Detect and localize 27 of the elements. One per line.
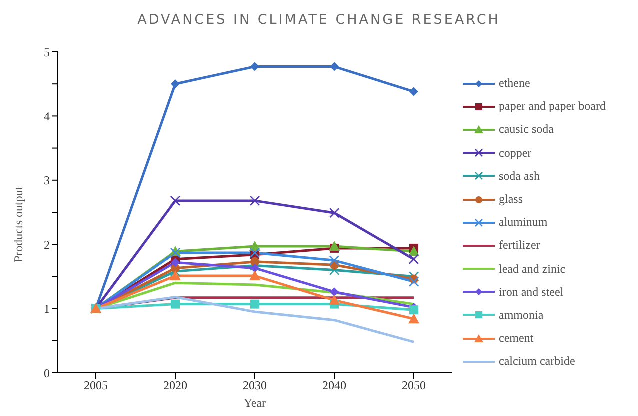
y-axis-title: Products output [11,186,26,262]
legend-label: causic soda [499,122,554,138]
legend-label: iron and steel [499,284,564,300]
legend-label: soda ash [499,168,540,184]
y-tick-label: 0 [44,366,50,380]
legend-label: copper [499,146,532,161]
legend-label: aluminum [499,215,548,230]
legend-label: lead and zinic [499,262,566,277]
y-tick-label: 4 [44,109,50,124]
legend-label: fertilizer [499,238,540,254]
x-tick-label: 2050 [402,378,426,393]
y-tick-label: 5 [44,45,50,60]
y-tick-label: 2 [44,238,50,252]
legend-label: cement [499,331,534,346]
x-tick-label: 2020 [164,378,188,393]
x-tick-label: 2005 [84,378,108,393]
y-tick-label: 3 [44,174,50,188]
chart-title: ADVANCES IN CLIMATE CHANGE RESEARCH [136,11,502,30]
x-tick-label: 2040 [322,378,346,393]
legend-label: paper and paper board [499,99,606,114]
legend-label: glass [499,192,523,208]
legend-label: ethene [499,76,530,92]
x-tick-label: 2030 [243,378,267,393]
legend-label: calcium carbide [499,354,576,370]
y-tick-label: 1 [44,302,50,316]
x-axis-title: Year [244,396,266,410]
legend-label: ammonia [499,308,544,323]
